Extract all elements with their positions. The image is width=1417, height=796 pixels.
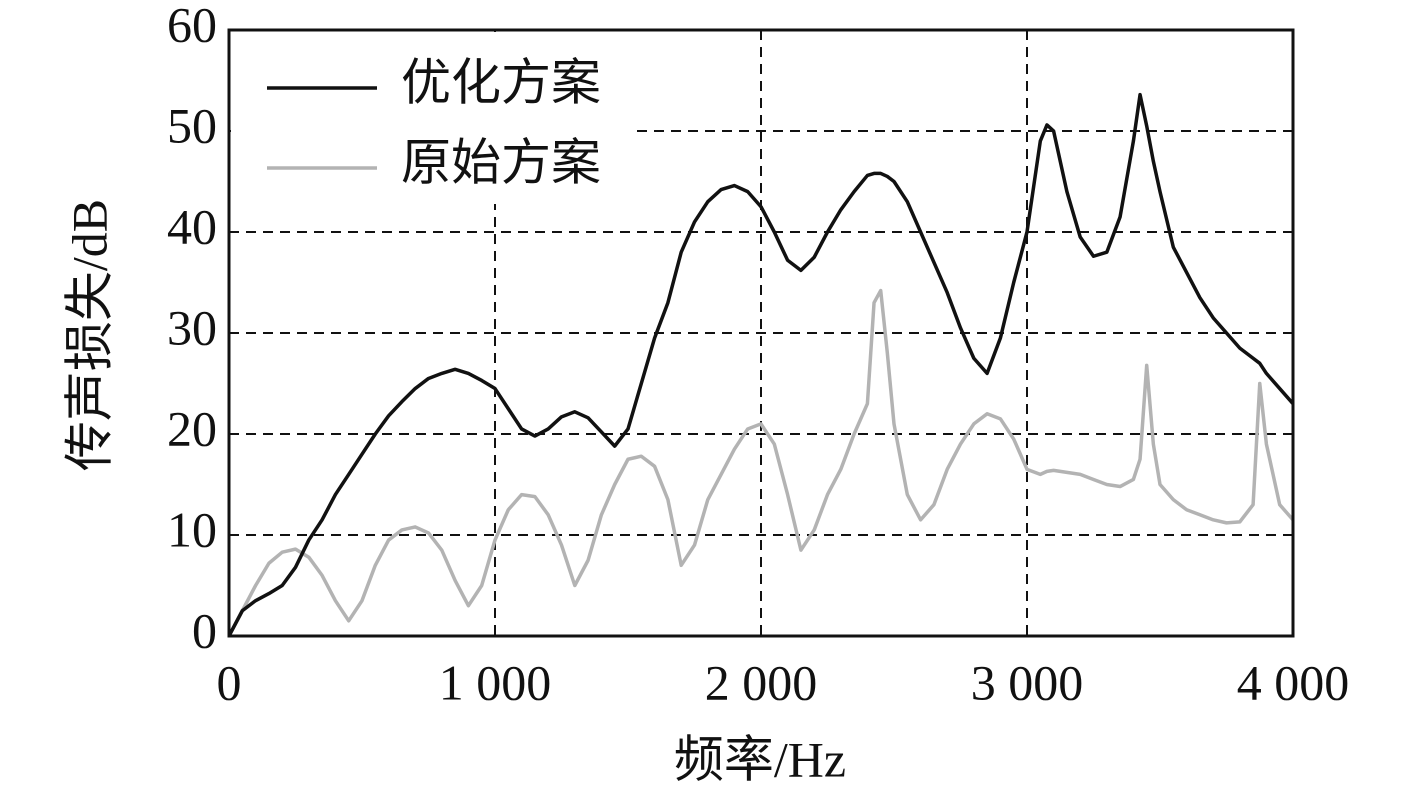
y-tick-label: 0 <box>192 602 217 658</box>
y-tick-label: 40 <box>167 198 217 254</box>
x-tick-label: 0 <box>217 654 242 710</box>
x-tick-label: 3 000 <box>971 654 1084 710</box>
y-axis-title: 传声损失/dB <box>61 199 117 471</box>
x-axis-title: 频率/Hz <box>674 731 846 787</box>
data-line <box>227 92 1295 637</box>
x-tick-label: 4 000 <box>1237 654 1350 710</box>
y-tick-label: 60 <box>167 0 217 52</box>
legend-box <box>231 32 636 204</box>
legend-label: 优化方案 <box>401 54 601 110</box>
y-tick-label: 20 <box>167 400 217 456</box>
y-tick-label: 10 <box>167 501 217 557</box>
y-tick-label: 30 <box>167 299 217 355</box>
legend-label: 原始方案 <box>401 134 601 190</box>
y-tick-label: 50 <box>167 97 217 153</box>
data-line <box>227 288 1295 637</box>
x-tick-label: 1 000 <box>439 654 552 710</box>
x-tick-label: 2 000 <box>705 654 818 710</box>
plot-frame <box>227 28 1295 638</box>
